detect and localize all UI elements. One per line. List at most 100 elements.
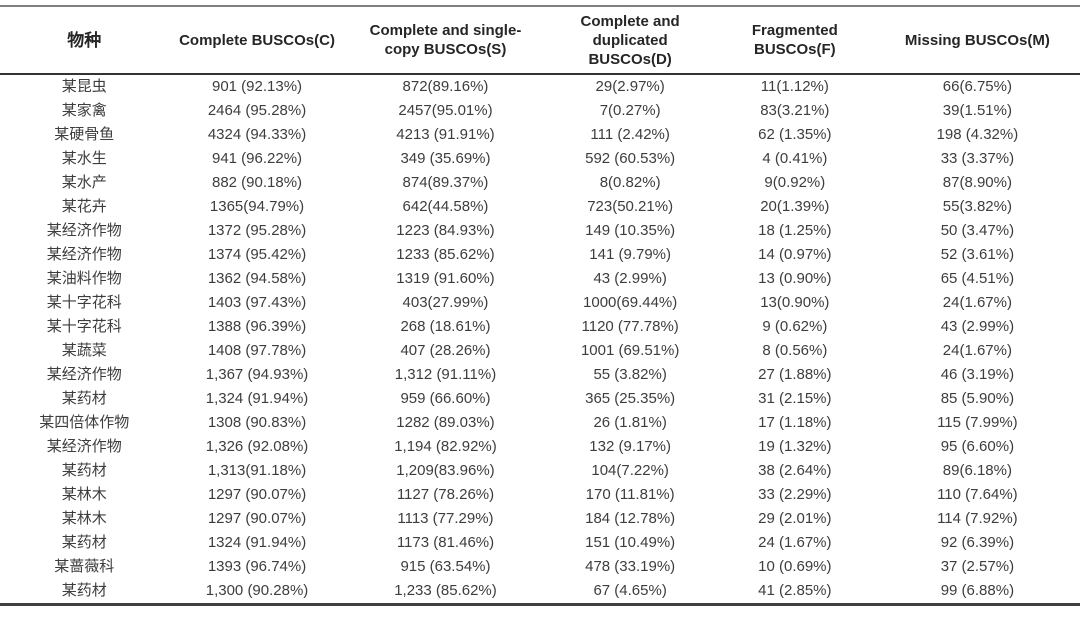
species-cell: 某药材	[61, 582, 107, 599]
value-cell: 403(27.99%)	[402, 294, 489, 311]
col-header-single-copy-buscos-label: Complete and single-copy BUSCOs(S)	[369, 22, 522, 58]
table-row: 某昆虫 901 (92.13%) 872(89.16%) 29(2.97%) 11(1.…	[0, 74, 1080, 99]
value-cell: 4213 (91.91%)	[396, 126, 495, 143]
table-row: 某十字花科 1388 (96.39%) 268 (18.61%) 1120 (77.7…	[0, 315, 1080, 339]
value-cell: 95 (6.60%)	[940, 438, 1015, 455]
value-cell: 592 (60.53%)	[585, 150, 676, 167]
value-cell: 24(1.67%)	[942, 342, 1012, 359]
value-cell: 959 (66.60%)	[400, 390, 491, 407]
species-cell: 某油料作物	[46, 270, 122, 287]
species-cell: 某蔬菜	[61, 342, 107, 359]
value-cell: 4324 (94.33%)	[207, 126, 307, 143]
value-cell: 27 (1.88%)	[758, 366, 832, 383]
busco-results-table-container: 物种 Complete BUSCOs(C) Complete and singl…	[0, 5, 1080, 606]
value-cell: 2457(95.01%)	[398, 102, 493, 119]
value-cell: 65 (4.51%)	[940, 270, 1015, 287]
value-cell: 55 (3.82%)	[593, 366, 667, 383]
value-cell: 43 (2.99%)	[593, 270, 667, 287]
header-row: 物种 Complete BUSCOs(C) Complete and singl…	[0, 6, 1080, 75]
value-cell: 1362 (94.58%)	[207, 270, 307, 287]
value-cell: 67 (4.65%)	[593, 582, 667, 599]
species-cell: 某花卉	[61, 198, 107, 215]
value-cell: 407 (28.26%)	[400, 342, 491, 359]
value-cell: 1,209(83.96%)	[396, 462, 495, 479]
value-cell: 1001 (69.51%)	[580, 342, 680, 359]
value-cell: 99 (6.88%)	[940, 582, 1015, 599]
value-cell: 87(8.90%)	[942, 174, 1012, 191]
value-cell: 7(0.27%)	[599, 102, 661, 119]
value-cell: 37 (2.57%)	[940, 558, 1015, 575]
value-cell: 18 (1.25%)	[758, 222, 832, 239]
value-cell: 642(44.58%)	[402, 198, 489, 215]
value-cell: 38 (2.64%)	[758, 462, 832, 479]
value-cell: 46 (3.19%)	[940, 366, 1015, 383]
value-cell: 1120 (77.78%)	[581, 318, 679, 335]
col-header-complete-buscos-label: Complete BUSCOs(C)	[179, 31, 335, 49]
value-cell: 20(1.39%)	[760, 198, 830, 215]
species-cell: 某水产	[61, 174, 107, 191]
value-cell: 1319 (91.60%)	[396, 270, 495, 287]
species-cell: 某药材	[61, 534, 107, 551]
col-header-complete-buscos: Complete BUSCOs(C)	[168, 6, 346, 75]
value-cell: 111 (2.42%)	[590, 126, 670, 143]
value-cell: 33 (3.37%)	[940, 150, 1015, 167]
value-cell: 132 (9.17%)	[589, 438, 671, 455]
species-cell: 某林木	[61, 486, 107, 503]
table-row: 某油料作物 1362 (94.58%) 1319 (91.60%) 43 (2.99%…	[0, 267, 1080, 291]
table-row: 某药材 1,300 (90.28%) 1,233 (85.62%) 67 (4.65%…	[0, 579, 1080, 605]
value-cell: 26 (1.81%)	[593, 414, 667, 431]
table-row: 某十字花科 1403 (97.43%) 403(27.99%) 1000(69.44%…	[0, 291, 1080, 315]
value-cell: 17 (1.18%)	[758, 414, 832, 431]
table-row: 某花卉 1365(94.79%) 642(44.58%) 723(50.21%) 20(…	[0, 195, 1080, 219]
value-cell: 941 (96.22%)	[211, 150, 303, 167]
species-cell: 某经济作物	[46, 366, 122, 383]
value-cell: 1,194 (82.92%)	[394, 438, 497, 455]
value-cell: 31 (2.15%)	[758, 390, 832, 407]
value-cell: 184 (12.78%)	[585, 510, 676, 527]
value-cell: 29 (2.01%)	[758, 510, 832, 527]
species-cell: 某硬骨鱼	[54, 126, 115, 143]
value-cell: 478 (33.19%)	[585, 558, 676, 575]
table-row: 某林木 1297 (90.07%) 1127 (78.26%) 170 (11.81%…	[0, 483, 1080, 507]
value-cell: 29(2.97%)	[595, 78, 665, 95]
col-header-species: 物种	[0, 6, 169, 75]
value-cell: 1393 (96.74%)	[207, 558, 307, 575]
value-cell: 1324 (91.94%)	[207, 534, 307, 551]
col-header-species-label: 物种	[67, 30, 102, 50]
value-cell: 1297 (90.07%)	[207, 510, 307, 527]
value-cell: 901 (92.13%)	[211, 78, 303, 95]
value-cell: 8(0.82%)	[599, 174, 661, 191]
value-cell: 1,312 (91.11%)	[394, 366, 497, 383]
species-cell: 某四倍体作物	[39, 414, 130, 431]
value-cell: 13(0.90%)	[760, 294, 830, 311]
species-cell: 某昆虫	[61, 78, 107, 95]
value-cell: 1113 (77.29%)	[397, 510, 494, 527]
col-header-missing-buscos-label: Missing BUSCOs(M)	[904, 31, 1050, 49]
value-cell: 24(1.67%)	[942, 294, 1012, 311]
value-cell: 14 (0.97%)	[758, 246, 832, 263]
value-cell: 1,326 (92.08%)	[205, 438, 309, 455]
value-cell: 39(1.51%)	[942, 102, 1012, 119]
table-row: 某经济作物 1,367 (94.93%) 1,312 (91.11%) 55 (3.8…	[0, 363, 1080, 387]
table-row: 某硬骨鱼 4324 (94.33%) 4213 (91.91%) 111 (2.42%…	[0, 123, 1080, 147]
value-cell: 43 (2.99%)	[940, 318, 1015, 335]
value-cell: 114 (7.92%)	[937, 510, 1018, 527]
value-cell: 1403 (97.43%)	[207, 294, 307, 311]
value-cell: 1308 (90.83%)	[207, 414, 307, 431]
col-header-missing-buscos: Missing BUSCOs(M)	[874, 6, 1080, 75]
busco-results-table: 物种 Complete BUSCOs(C) Complete and singl…	[0, 5, 1080, 606]
value-cell: 1372 (95.28%)	[207, 222, 307, 239]
table-row: 某家禽 2464 (95.28%) 2457(95.01%) 7(0.27%) 83(3…	[0, 99, 1080, 123]
value-cell: 1365(94.79%)	[209, 198, 305, 215]
value-cell: 1297 (90.07%)	[207, 486, 307, 503]
table-body: 某昆虫 901 (92.13%) 872(89.16%) 29(2.97%) 11(1.…	[0, 74, 1080, 605]
value-cell: 1223 (84.93%)	[396, 222, 495, 239]
value-cell: 1282 (89.03%)	[396, 414, 495, 431]
table-row: 某经济作物 1372 (95.28%) 1223 (84.93%) 149 (10.3…	[0, 219, 1080, 243]
species-cell: 某林木	[61, 510, 107, 527]
table-row: 某水产 882 (90.18%) 874(89.37%) 8(0.82%) 9(0.92…	[0, 171, 1080, 195]
col-header-fragmented-buscos: Fragmented BUSCOs(F)	[714, 6, 875, 75]
value-cell: 170 (11.81%)	[585, 486, 675, 503]
species-cell: 某药材	[61, 462, 107, 479]
value-cell: 141 (9.79%)	[589, 246, 671, 263]
